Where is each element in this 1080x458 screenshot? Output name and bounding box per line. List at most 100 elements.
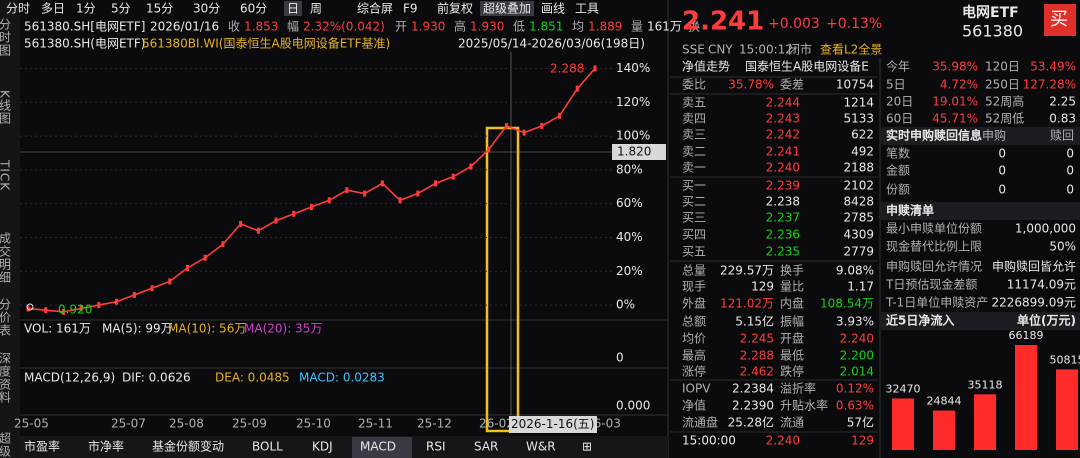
sidebar-tab[interactable]: 超级 <box>0 431 12 458</box>
candle <box>345 187 349 194</box>
toolbar-button[interactable]: 画线 <box>541 2 565 16</box>
sidebar-tab[interactable]: 分时图 <box>0 18 12 57</box>
candle <box>504 122 508 129</box>
vol-legend: MA(10): 56万 <box>168 322 246 336</box>
candle <box>380 180 384 187</box>
row-volume: 492 <box>851 145 874 159</box>
toolbar-button[interactable]: 综合屏 <box>357 1 393 16</box>
toolbar-tab[interactable]: 周 <box>310 2 322 16</box>
candle <box>168 278 172 285</box>
candle <box>44 307 48 314</box>
toolbar-button[interactable]: 超级叠加 <box>483 1 531 16</box>
indicator-tab[interactable]: ⊞ <box>582 440 592 454</box>
row-label: 卖五 <box>682 96 706 110</box>
tab-active-bg <box>284 1 302 16</box>
buy-button[interactable]: 买 <box>1050 9 1068 30</box>
y-tick-label: 20% <box>616 264 643 278</box>
row-label: 今年 <box>886 59 910 74</box>
inflow-bar <box>1056 369 1078 450</box>
sidebar-tab[interactable]: 成交明细 <box>0 232 12 284</box>
status-field: SSE <box>682 43 705 57</box>
indicator-tab[interactable]: MACD <box>360 440 396 454</box>
row-value: 2.245 <box>740 332 774 346</box>
buy-button-bg[interactable] <box>1044 4 1076 36</box>
candle <box>292 210 296 217</box>
row-value: 53.49% <box>1030 60 1076 74</box>
status-field: 闭市 <box>788 42 812 57</box>
date-range: 2025/05/14-2026/03/06(198日) <box>458 37 645 51</box>
x-tick-label: 26-02 <box>479 417 514 431</box>
vol-legend: MA(20): 35万 <box>244 322 322 336</box>
info-field: 收 <box>228 20 240 34</box>
indicator-tab[interactable]: RSI <box>426 440 446 454</box>
x-tick-label: 25-11 <box>358 417 393 431</box>
toolbar-tab[interactable]: 5分 <box>111 2 131 16</box>
indicator-tab[interactable]: 基金份额变动 <box>152 439 224 454</box>
toolbar-tab[interactable]: 多日 <box>41 2 65 16</box>
y-tick-label: 80% <box>616 162 643 176</box>
row-value: 25.28亿 <box>728 415 774 430</box>
row-label: 跌停 <box>780 364 804 379</box>
indicator-tab[interactable]: 市净率 <box>88 439 124 454</box>
sidebar-tab[interactable]: TICK <box>0 159 12 191</box>
indicator-tab[interactable]: W&R <box>526 440 556 454</box>
row-value: 129 <box>751 280 774 294</box>
toolbar-button[interactable]: 前复权 <box>437 1 473 16</box>
row-value: 申购 <box>982 128 1006 143</box>
row-label: 买二 <box>682 195 706 209</box>
section-header <box>881 127 1080 145</box>
indicator-tab[interactable]: SAR <box>474 440 498 454</box>
row-label: 现金替代比例上限 <box>886 239 982 254</box>
candle <box>451 173 455 180</box>
candle <box>26 305 30 312</box>
candle <box>575 85 579 92</box>
sidebar-tab[interactable]: 深度资料 <box>0 352 12 404</box>
tab-active-bg <box>352 437 412 458</box>
row-label: 120日 <box>985 60 1020 74</box>
row-label: 买三 <box>682 211 706 225</box>
row-value: 229.57万 <box>720 264 774 278</box>
row-price: 2.240 <box>766 434 800 448</box>
candle <box>185 264 189 271</box>
row-label: 申购赎回允许情况 <box>886 259 982 274</box>
row-value: 127.28% <box>1023 78 1076 92</box>
bar-value-label: 66189 <box>1009 329 1044 342</box>
row-price: 2.236 <box>766 228 800 242</box>
status-field[interactable]: 查看L2全景 <box>820 42 882 57</box>
candle <box>274 217 278 224</box>
row-value: 2.2384 <box>732 382 774 396</box>
toolbar-tab[interactable]: 日 <box>287 2 299 16</box>
bar-value-label: 32470 <box>886 382 921 395</box>
row-label: 52周高 <box>985 94 1024 109</box>
toolbar-tab[interactable]: 分时 <box>6 2 30 16</box>
y-tick-label: 140% <box>616 61 650 75</box>
status-field: 15:00:12 <box>739 43 793 57</box>
toolbar-tab[interactable]: 15分 <box>146 2 173 16</box>
security-name: 电网ETF <box>962 4 1019 21</box>
indicator-tab[interactable]: 市盈率 <box>24 439 60 454</box>
info-field: 均 <box>572 20 584 34</box>
sidebar-tab[interactable]: 分价表 <box>0 298 12 337</box>
row-label: 均价 <box>682 332 706 346</box>
row-value: 2.25 <box>1049 95 1076 109</box>
row-value: 0 <box>998 164 1006 178</box>
toolbar-tab[interactable]: 30分 <box>193 2 220 16</box>
candle <box>540 122 544 129</box>
toolbar-button[interactable]: 工具 <box>575 2 599 16</box>
low-marker <box>26 303 34 311</box>
indicator-tab[interactable]: KDJ <box>312 440 333 454</box>
y-tick-label: 40% <box>616 230 643 244</box>
row-label: 溢折率 <box>780 381 816 396</box>
toolbar-button[interactable]: F9 <box>403 2 418 16</box>
bar-value-label: 24844 <box>927 395 962 408</box>
toolbar-tab[interactable]: 1分 <box>76 2 96 16</box>
toolbar-tab[interactable]: 60分 <box>240 2 267 16</box>
row-label: 净值走势 <box>682 59 730 74</box>
row-value: 11174.09元 <box>1007 278 1076 292</box>
row-value: 赎回 <box>1050 129 1074 143</box>
vol-legend: MA(5): 99万 <box>102 322 173 336</box>
indicator-tab[interactable]: BOLL <box>252 440 283 454</box>
price-pct: +0.13% <box>826 16 882 32</box>
highlight-box <box>485 126 520 433</box>
sidebar-tab[interactable]: K线图 <box>0 90 12 125</box>
